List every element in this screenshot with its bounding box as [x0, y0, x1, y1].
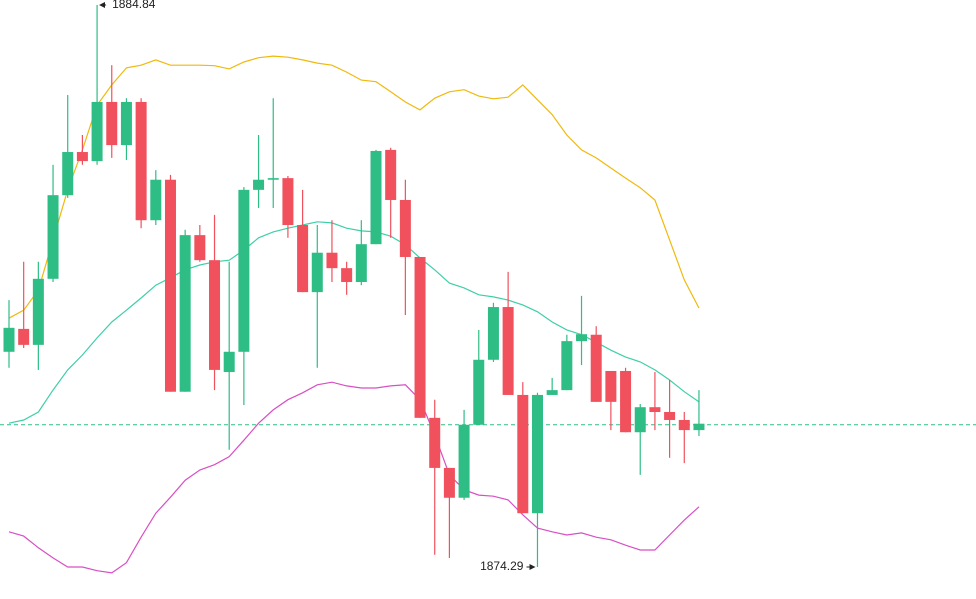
candle-body	[561, 341, 573, 391]
candle-body	[238, 189, 250, 352]
candle-body	[678, 419, 690, 431]
candle-body	[297, 225, 309, 293]
candle-body	[693, 423, 705, 431]
candle-body	[311, 252, 323, 293]
candle-body	[590, 334, 602, 402]
candle-body	[341, 268, 353, 283]
candle-body	[18, 328, 30, 345]
candle-body	[385, 149, 397, 200]
candle-body	[223, 351, 235, 373]
candle-body	[576, 334, 588, 342]
candle-body	[76, 152, 88, 162]
candle-body	[399, 199, 411, 257]
band-line	[8, 381, 700, 574]
candle-body	[502, 307, 514, 395]
candle-body	[267, 178, 279, 180]
candle-body	[209, 260, 221, 370]
band-line	[8, 55, 700, 319]
candle-body	[355, 244, 367, 283]
candle-body	[620, 370, 632, 433]
candle-body	[32, 278, 44, 345]
candle-body	[605, 370, 617, 402]
candle-body	[253, 179, 265, 190]
candle-body	[443, 467, 455, 498]
candle-body	[282, 178, 294, 226]
candle-body	[473, 359, 485, 425]
candle-body	[106, 101, 118, 146]
candle-body	[634, 407, 646, 433]
candle-body	[531, 394, 543, 514]
annotation-label: 1874.29	[480, 559, 524, 573]
candle-body	[164, 179, 176, 392]
candle-body	[664, 411, 676, 420]
candle-body	[487, 307, 499, 360]
candle-body	[62, 152, 74, 196]
candle-body	[91, 101, 103, 162]
candle-body	[3, 327, 15, 352]
candle-body	[120, 101, 132, 146]
candle-body	[517, 394, 529, 514]
candle-body	[546, 390, 558, 395]
candle-body	[414, 256, 426, 418]
candle-body	[179, 235, 191, 392]
candle-body	[150, 179, 162, 221]
candle-body	[370, 150, 382, 245]
candle-body	[47, 195, 59, 279]
candle-body	[135, 101, 147, 221]
candle-body	[326, 252, 338, 269]
annotation-label: 1884.84	[112, 0, 156, 11]
candle-body	[649, 407, 661, 412]
candle-body	[429, 417, 441, 468]
candle-body	[458, 424, 470, 498]
candle-body	[194, 235, 206, 261]
